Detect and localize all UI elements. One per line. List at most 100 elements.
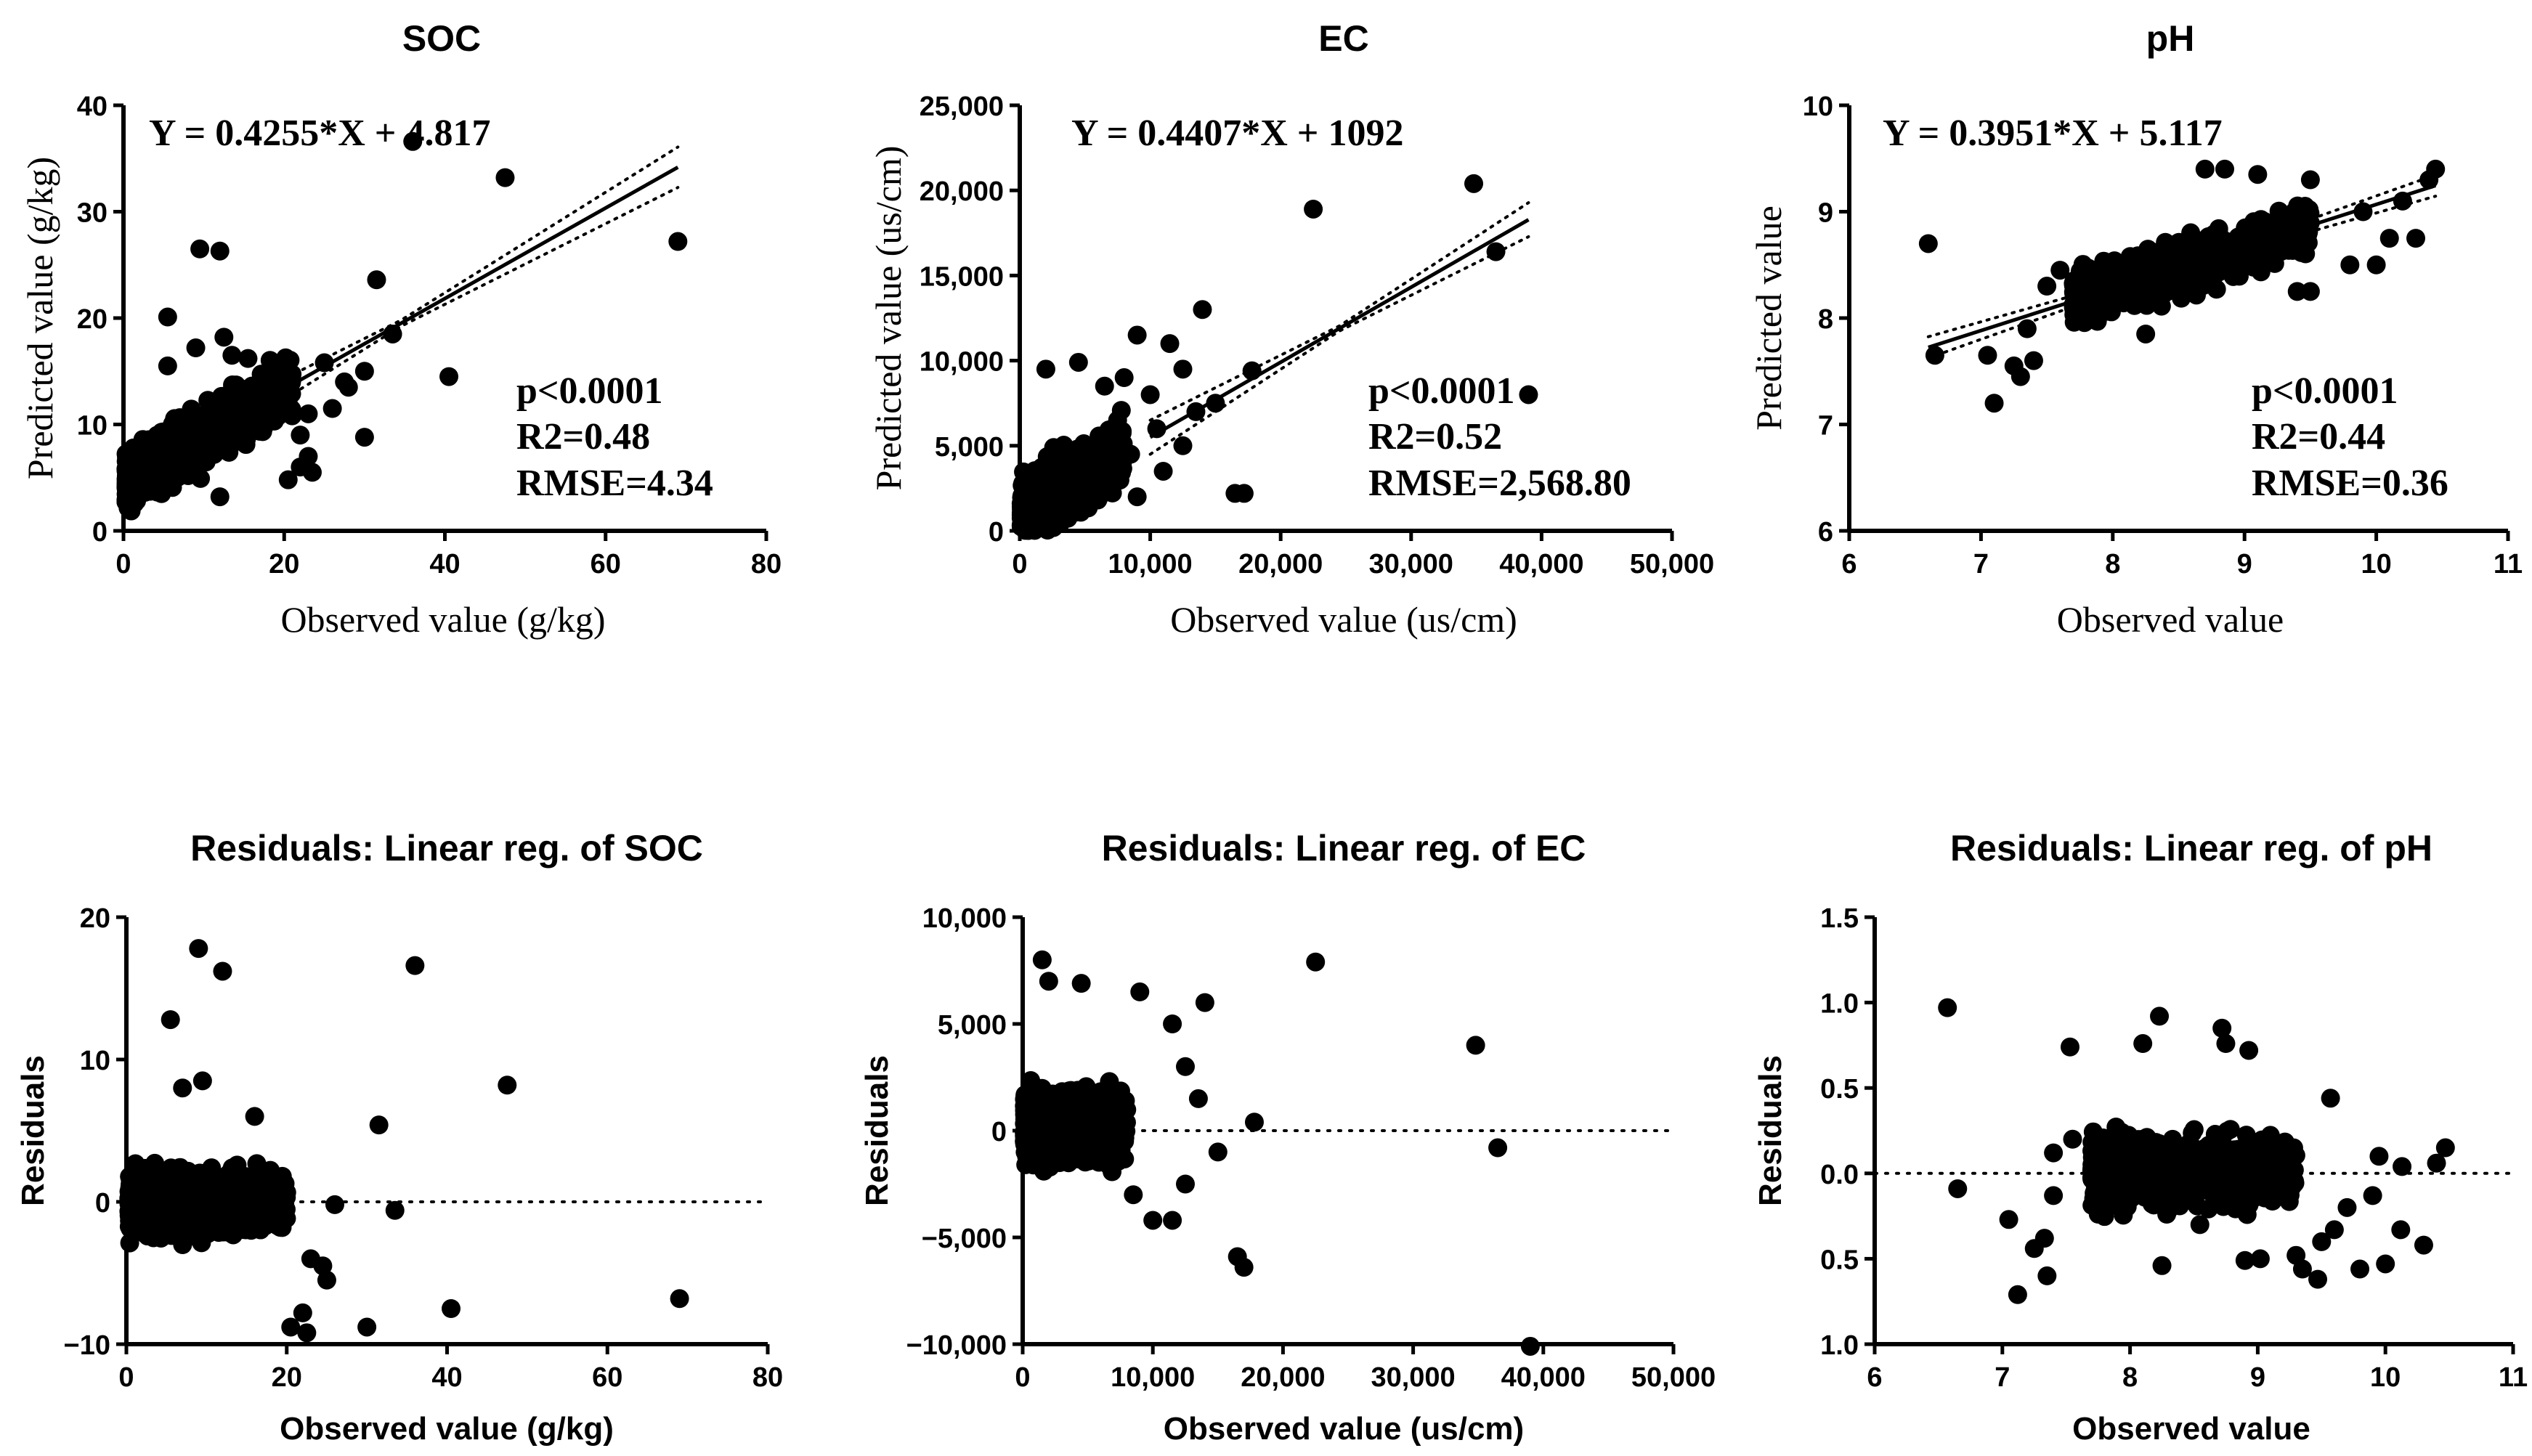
data-point [322,399,342,418]
data-point [1111,1131,1130,1150]
data-point [2190,1215,2210,1235]
data-point [2063,1129,2082,1149]
y-tick-label: 7 [1818,411,1833,442]
data-point [357,1317,377,1337]
data-point [2278,1143,2297,1163]
x-tick-label: 7 [1973,549,1989,579]
soc-residuals-x-axis-label: Observed value (g/kg) [280,1411,614,1447]
data-point [1925,346,1944,365]
x-tick-label: 8 [2122,1362,2138,1393]
data-point [2109,288,2129,308]
data-point [2280,1167,2300,1187]
y-tick-label: 1.5 [1820,903,1859,934]
data-point [1466,1036,1485,1055]
x-tick-label: 40 [429,549,460,579]
data-point [2008,1285,2027,1304]
data-point [236,1220,256,1240]
y-tick-label: −10 [64,1330,110,1361]
data-point [2123,287,2143,306]
x-tick-label: 10,000 [1108,549,1192,579]
y-tick-label: 6 [1818,517,1833,548]
ph-r2: R2=0.44 [2252,416,2385,457]
data-point [190,239,210,259]
y-tick-label: 25,000 [920,91,1004,122]
data-point [2406,229,2426,248]
data-point [1160,334,1180,354]
data-point [1052,505,1072,524]
ph-y-axis-label: Predicted value [1748,206,1789,431]
data-point [2114,1137,2134,1157]
x-tick-label: 9 [2237,549,2252,579]
data-point [2220,1120,2240,1139]
data-point [2363,1186,2382,1205]
data-point [1140,385,1160,404]
data-point [173,1078,192,1098]
data-point [214,328,234,347]
data-point [2435,1138,2455,1158]
ph-regression-equation: Y = 0.3951*X + 5.117 [1883,113,2223,154]
data-point [281,1317,301,1337]
data-point [317,1270,336,1290]
data-point [2082,1195,2102,1215]
data-point [223,1175,243,1195]
data-point [2044,1186,2064,1205]
y-tick-label: 20,000 [920,176,1004,207]
data-point [2250,1249,2270,1269]
data-point [2321,1089,2340,1108]
data-point [2100,1149,2119,1168]
y-tick-label: 0.5 [1820,1074,1859,1105]
data-point [158,356,177,375]
y-tick-label: 0 [989,517,1004,548]
data-point [2194,1150,2214,1169]
data-point [325,1195,344,1214]
data-point [1036,359,1055,379]
x-tick-label: 0 [1015,1362,1030,1393]
data-point [1121,444,1140,464]
data-point [2195,159,2215,179]
data-point [2136,324,2156,343]
data-point [148,1193,168,1213]
upper-confidence-band [122,145,680,461]
x-tick-label: 10 [2361,549,2391,579]
data-point [1044,490,1064,510]
data-point [2034,1229,2054,1248]
data-point [1114,368,1134,388]
data-point [2235,1250,2255,1270]
data-point [1193,300,1212,320]
data-point [125,478,145,497]
x-tick-label: 6 [1841,549,1857,579]
data-point [2024,351,2043,370]
x-tick-label: 50,000 [1630,549,1714,579]
data-point [1095,376,1114,396]
data-point [354,362,374,381]
data-point [121,1171,140,1190]
data-point [2188,1196,2207,1216]
data-point [1124,1185,1143,1205]
data-point [1032,950,1052,969]
y-tick-label: 5,000 [938,1010,1007,1041]
data-point [1068,352,1088,372]
data-point [2250,1144,2270,1163]
data-point [273,357,293,377]
data-point [313,1256,333,1276]
data-point [186,338,206,358]
lower-confidence-band [1148,235,1530,456]
data-point [1058,453,1077,473]
data-point [1061,1113,1081,1133]
data-point [2312,1232,2332,1251]
data-point [2269,201,2289,221]
ph-rmse: RMSE=0.36 [2252,463,2448,504]
data-point [2287,282,2307,301]
data-point [1176,1057,1195,1076]
data-point [2391,1220,2411,1240]
y-tick-label: 0 [92,517,107,548]
data-point [1013,488,1033,508]
data-point [1072,480,1092,500]
data-point [223,388,243,407]
x-tick-label: 30,000 [1371,1362,1455,1393]
data-point [2219,259,2239,278]
x-tick-label: 30,000 [1369,549,1453,579]
data-point [1999,1210,2018,1229]
